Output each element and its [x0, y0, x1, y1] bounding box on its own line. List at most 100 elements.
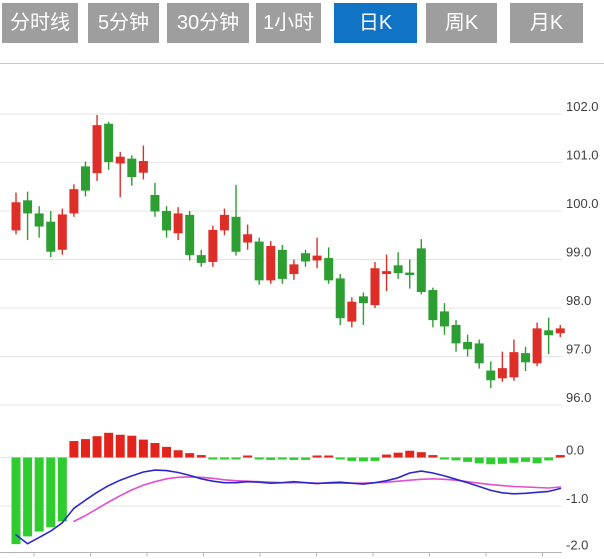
- candle-body: [11, 202, 21, 231]
- candle-body: [439, 311, 449, 327]
- macd-bar: [544, 457, 554, 461]
- tab-1hour[interactable]: 1小时: [256, 3, 321, 43]
- macd-bar: [347, 457, 357, 461]
- candle-body: [173, 213, 183, 234]
- candle-body: [405, 272, 415, 276]
- price-axis-label: 102.0: [566, 99, 599, 114]
- macd-histogram: [11, 432, 565, 545]
- macd-bar: [243, 455, 253, 458]
- tab-daily-k[interactable]: 日K: [334, 3, 417, 43]
- candle-body: [358, 296, 368, 304]
- candle-body: [23, 200, 33, 214]
- macd-bar: [532, 457, 542, 464]
- candle-body: [138, 161, 148, 173]
- macd-bar: [521, 457, 531, 462]
- macd-bar: [428, 455, 438, 458]
- macd-bar: [463, 457, 473, 462]
- price-axis-label: 96.0: [566, 390, 591, 405]
- macd-bar: [555, 455, 565, 458]
- price-axis-labels: 102.0 101.0 100.0 99.0 98.0 97.0 96.0: [566, 99, 599, 405]
- price-axis-label: 101.0: [566, 148, 599, 163]
- macd-bar: [416, 452, 426, 458]
- tab-5min[interactable]: 5分钟: [88, 3, 159, 43]
- candle-body: [150, 194, 160, 212]
- tab-timeshare[interactable]: 分时线: [2, 3, 78, 43]
- tab-monthly-k[interactable]: 月K: [510, 3, 583, 43]
- candle-body: [196, 255, 206, 263]
- candle-body: [80, 166, 90, 191]
- macd-bar: [127, 435, 137, 458]
- x-axis: [0, 552, 562, 557]
- macd-bar: [324, 455, 334, 458]
- period-tabbar: 分时线 5分钟 30分钟 1小时 日K 周K 月K: [0, 0, 604, 46]
- macd-bar: [150, 442, 160, 458]
- candle-body: [370, 268, 380, 306]
- macd-bar: [289, 457, 299, 460]
- candle-body: [185, 214, 195, 256]
- macd-bar: [497, 457, 507, 464]
- macd-bar: [208, 457, 218, 460]
- candle-body: [335, 278, 345, 319]
- candle-body: [416, 248, 426, 292]
- macd-bar: [69, 441, 79, 458]
- candle-body: [127, 158, 137, 178]
- macd-bar: [474, 457, 484, 464]
- candle-body: [509, 352, 519, 378]
- macd-bar: [196, 455, 206, 458]
- price-axis-label: 99.0: [566, 245, 591, 260]
- macd-bar: [104, 432, 114, 458]
- price-axis-label: 100.0: [566, 196, 599, 211]
- macd-bar: [393, 452, 403, 458]
- candle-body: [486, 370, 496, 381]
- macd-bar: [254, 457, 264, 460]
- macd-bar: [451, 457, 461, 461]
- macd-bar: [173, 450, 183, 458]
- candle-body: [162, 211, 172, 231]
- macd-bar: [335, 457, 345, 460]
- candle-body: [266, 245, 276, 281]
- macd-bar: [23, 457, 33, 537]
- candle-body: [69, 189, 79, 214]
- candle-body: [324, 258, 334, 281]
- macd-bar: [301, 457, 310, 460]
- tab-30min[interactable]: 30分钟: [167, 3, 249, 43]
- macd-bar: [115, 434, 125, 458]
- macd-bar: [231, 457, 241, 460]
- candle-body: [231, 216, 241, 252]
- candle-body: [544, 330, 554, 336]
- macd-bar: [439, 457, 449, 460]
- candle-body: [532, 328, 542, 364]
- macd-bar: [405, 450, 415, 458]
- macd-bar: [92, 436, 102, 458]
- dif-line: [15, 469, 562, 545]
- candle-body: [474, 343, 484, 364]
- candle-body: [312, 255, 322, 261]
- candle-body: [555, 328, 565, 334]
- tab-weekly-k[interactable]: 周K: [426, 3, 497, 43]
- macd-bar: [57, 457, 67, 522]
- macd-bar: [382, 454, 392, 458]
- candle-body: [347, 301, 357, 322]
- macd-axis-label: -1.0: [566, 491, 588, 506]
- macd-bar: [11, 457, 21, 545]
- candle-body: [104, 123, 114, 163]
- candle-body: [382, 271, 392, 275]
- candle-body: [301, 253, 310, 262]
- macd-bar: [370, 457, 380, 461]
- candle-body: [46, 221, 56, 252]
- candle-body: [428, 290, 438, 321]
- candle-body: [243, 234, 253, 243]
- candle-body: [115, 156, 125, 164]
- macd-bar: [509, 457, 519, 463]
- candle-body: [219, 214, 229, 231]
- candle-body: [254, 241, 264, 281]
- macd-bar: [138, 439, 148, 458]
- candle-body: [277, 249, 287, 279]
- macd-bar: [486, 457, 496, 465]
- macd-bar: [219, 457, 229, 460]
- macd-axis-label: 0.0: [566, 443, 584, 458]
- macd-bar: [34, 457, 44, 532]
- macd-bar: [266, 457, 276, 460]
